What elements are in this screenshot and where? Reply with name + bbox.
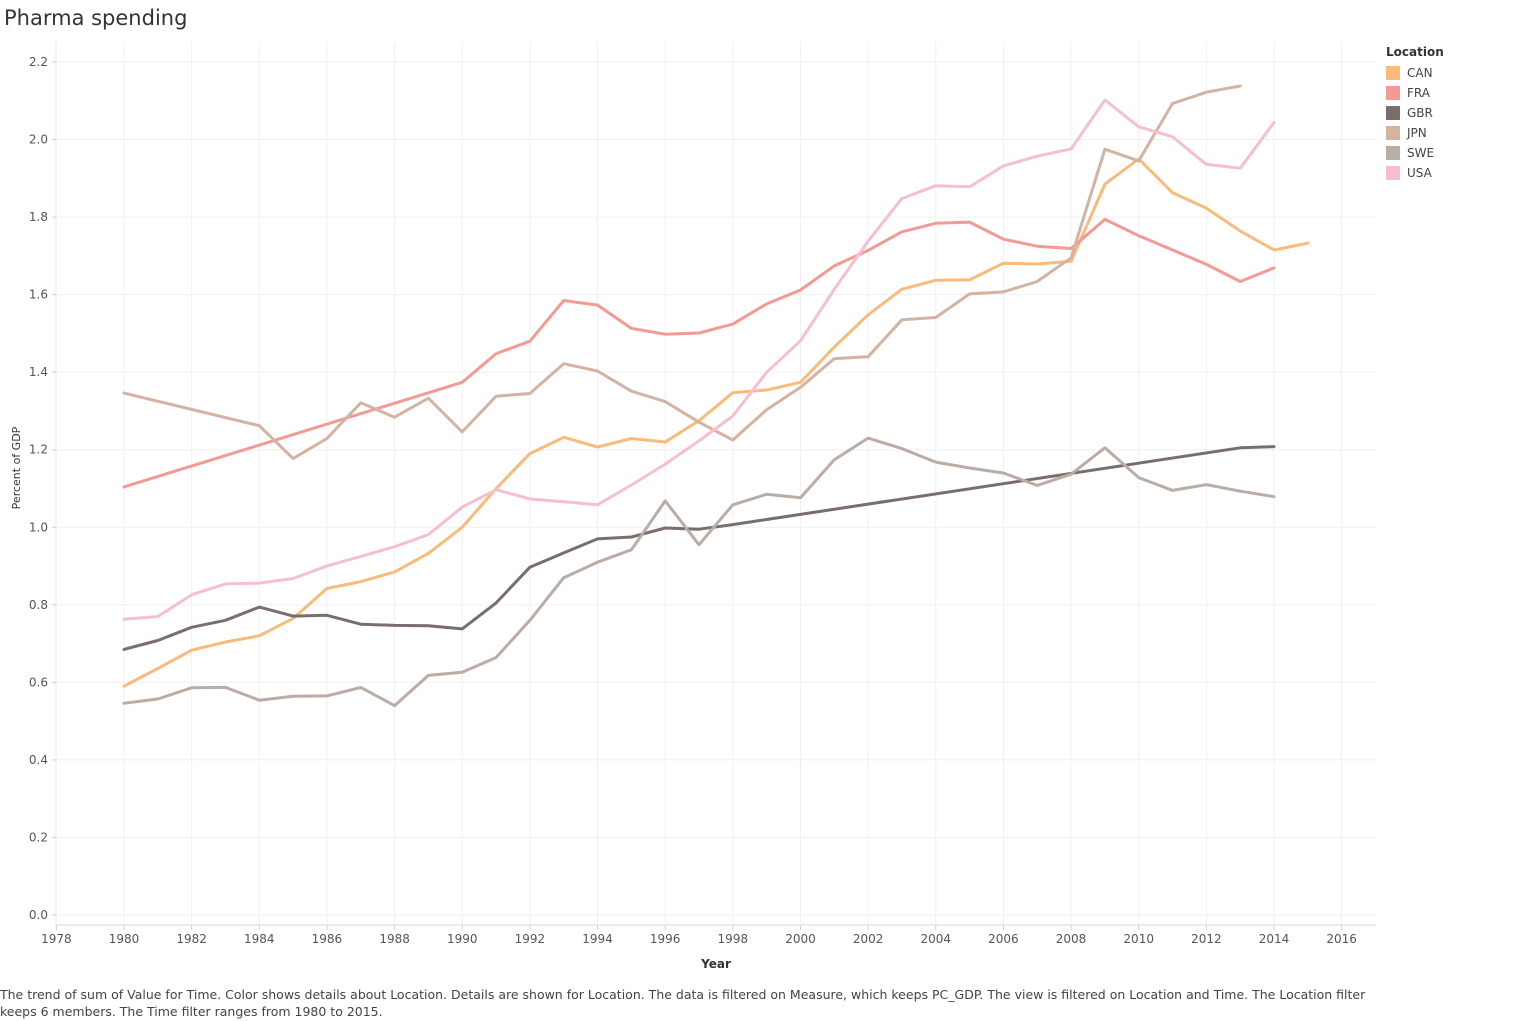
x-tick-label: 1980 xyxy=(109,932,140,946)
y-tick-label: 0.8 xyxy=(29,598,48,612)
series-line-jpn[interactable] xyxy=(122,84,1242,461)
legend-swatch xyxy=(1386,86,1400,100)
legend-title: Location xyxy=(1386,45,1444,59)
series-line-gbr[interactable] xyxy=(122,445,1276,651)
legend-item-fra[interactable]: FRA xyxy=(1386,83,1444,103)
y-tick-label: 2.2 xyxy=(29,55,48,69)
x-axis: 1978 1980 1982 1984 1986 1988 1990 1992 1994 1996… xyxy=(41,925,1357,946)
series-lines xyxy=(122,84,1310,708)
x-tick-label: 2014 xyxy=(1259,932,1290,946)
legend-label: CAN xyxy=(1407,66,1433,80)
x-tick-label: 1978 xyxy=(41,932,72,946)
x-tick-label: 2012 xyxy=(1191,932,1222,946)
y-tick-label: 1.6 xyxy=(29,288,48,302)
legend-swatch xyxy=(1386,146,1400,160)
legend-swatch xyxy=(1386,66,1400,80)
chart-caption: The trend of sum of Value for Time. Colo… xyxy=(0,987,1366,1019)
legend-label: FRA xyxy=(1407,86,1430,100)
legend-item-gbr[interactable]: GBR xyxy=(1386,103,1444,123)
x-tick-label: 2004 xyxy=(920,932,951,946)
legend-label: SWE xyxy=(1407,146,1435,160)
legend-item-can[interactable]: CAN xyxy=(1386,63,1444,83)
y-tick-label: 1.2 xyxy=(29,443,48,457)
x-axis-label: Year xyxy=(700,957,731,971)
y-tick-label: 2.0 xyxy=(29,133,48,147)
legend-swatch xyxy=(1386,166,1400,180)
series-line-fra[interactable] xyxy=(122,217,1276,489)
x-tick-label: 2010 xyxy=(1123,932,1154,946)
y-tick-label: 0.4 xyxy=(29,753,48,767)
x-tick-label: 1986 xyxy=(312,932,343,946)
legend-item-usa[interactable]: USA xyxy=(1386,163,1444,183)
grid xyxy=(55,42,1376,926)
line-chart: 1978 1980 1982 1984 1986 1988 1990 1992 1994 1996… xyxy=(10,42,1376,971)
x-tick-label: 1992 xyxy=(515,932,546,946)
legend-swatch xyxy=(1386,106,1400,120)
series-line-swe[interactable] xyxy=(122,436,1276,708)
y-tick-label: 1.4 xyxy=(29,365,48,379)
legend-item-swe[interactable]: SWE xyxy=(1386,143,1444,163)
x-tick-label: 1996 xyxy=(650,932,681,946)
legend-label: GBR xyxy=(1407,106,1433,120)
legend-item-jpn[interactable]: JPN xyxy=(1386,123,1444,143)
x-tick-label: 2000 xyxy=(785,932,816,946)
legend-label: JPN xyxy=(1407,126,1427,140)
x-tick-label: 2002 xyxy=(853,932,884,946)
legend-label: USA xyxy=(1407,166,1432,180)
y-tick-label: 0.6 xyxy=(29,675,48,689)
y-tick-label: 0.0 xyxy=(29,908,48,922)
y-axis-label: Percent of GDP xyxy=(10,426,23,509)
y-tick-label: 1.0 xyxy=(29,520,48,534)
y-tick-label: 1.8 xyxy=(29,210,48,224)
x-tick-label: 1998 xyxy=(718,932,749,946)
y-tick-label: 0.2 xyxy=(29,830,48,844)
y-axis: 0.0 0.2 0.4 0.6 0.8 1.0 1.2 1.4 1.6 1.8 2.0 2.2 xyxy=(29,55,56,922)
series-line-can[interactable] xyxy=(122,157,1310,688)
series-line-usa[interactable] xyxy=(122,98,1276,621)
legend: Location CAN FRA GBR JPN SWE USA xyxy=(1386,45,1444,183)
x-tick-label: 1990 xyxy=(447,932,478,946)
x-tick-label: 1982 xyxy=(176,932,207,946)
x-tick-label: 1988 xyxy=(379,932,410,946)
x-tick-label: 2008 xyxy=(1056,932,1087,946)
page-title: Pharma spending xyxy=(4,6,188,30)
legend-swatch xyxy=(1386,126,1400,140)
x-tick-label: 1994 xyxy=(582,932,613,946)
x-tick-label: 2006 xyxy=(988,932,1019,946)
x-tick-label: 1984 xyxy=(244,932,275,946)
x-tick-label: 2016 xyxy=(1326,932,1357,946)
